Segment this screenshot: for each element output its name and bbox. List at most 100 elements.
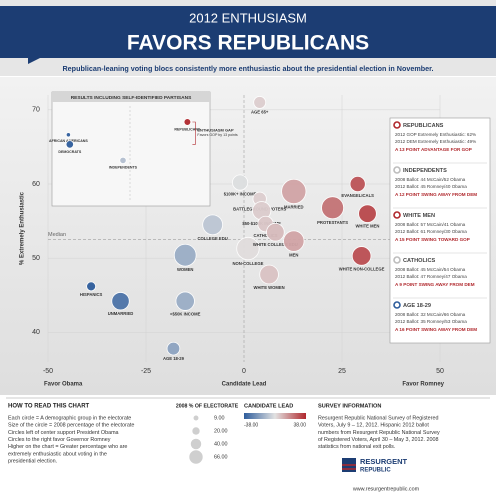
- survey-line: Resurgent Republic National Survey of Re…: [318, 415, 438, 421]
- x-axis-title: Candidate Lead: [222, 382, 267, 388]
- panel-line: 2008 Ballot: 45 McCain/54 Obama: [395, 267, 466, 272]
- bubble-label: INDEPENDENTS: [109, 166, 138, 170]
- bubble: [253, 96, 267, 109]
- bubble-label: WHITE MEN: [355, 224, 379, 229]
- gap-bracket: [192, 121, 196, 145]
- panel-swing: A 9 POINT SWING AWAY FROM DEM: [395, 282, 475, 287]
- bubble-label: MEN: [289, 253, 298, 258]
- inset-title-bg: [52, 92, 210, 102]
- title-line2: FAVORS REPUBLICANS: [127, 32, 369, 55]
- panel-swing: A 16 POINT SWING AWAY FROM DEM: [395, 327, 477, 332]
- how-line: presidential election.: [8, 459, 57, 465]
- how-line: Circles left of center support President…: [8, 430, 119, 436]
- survey-line: statistics from national exit polls.: [318, 444, 395, 450]
- size-legend-label: 20.00: [214, 428, 228, 434]
- panel-line: 2008 Ballot: 44 McCain/52 Obama: [395, 177, 466, 182]
- how-line: Higher on the chart = Greater percentage…: [8, 444, 127, 450]
- inset-title: RESULTS INCLUDING SELF-IDENTIFIED PARTIS…: [71, 95, 192, 101]
- panel-icon: [393, 301, 401, 309]
- inset-box: [51, 91, 211, 207]
- survey-line: Voters, July 9 – 12, 2012. Hispanic 2012…: [318, 423, 429, 429]
- size-legend-label: 9.00: [214, 415, 225, 421]
- bubble: [358, 204, 377, 223]
- panel-bg: [389, 117, 491, 344]
- bubble-label: HISPANICS: [80, 292, 103, 297]
- color-legend-label: -38.00: [244, 422, 258, 428]
- survey-line: of Registered Voters, April 30 – May 3, …: [318, 437, 438, 443]
- bubble-label: REPUBLICANS: [174, 127, 201, 131]
- bubble: [111, 292, 130, 311]
- how-line: Size of the circle = 2008 percentage of …: [8, 423, 134, 429]
- size-legend-circle: [190, 438, 202, 450]
- bubble-label: NON-COLLEGE: [232, 261, 263, 266]
- bubble: [166, 341, 181, 356]
- panel-icon: [393, 166, 401, 174]
- bubble: [232, 174, 249, 191]
- panel-heading: REPUBLICANS: [403, 123, 444, 129]
- bubble: [65, 140, 74, 149]
- section-title: 2008 % OF ELECTORATE: [176, 403, 239, 409]
- subtitle: Republican-leaning voting blocs consiste…: [62, 64, 433, 73]
- bubble-label: WHITE WOMEN: [254, 285, 285, 290]
- panel-line: 2012 Ballot: 61 Romney/30 Obama: [395, 229, 467, 234]
- bubble: [119, 156, 127, 165]
- logo-bottom: REPUBLIC: [360, 468, 391, 474]
- panel-line: 2012 Ballot: 45 Romney/40 Obama: [395, 184, 467, 189]
- panel-heading: WHITE MEN: [403, 213, 435, 219]
- y-tick-label: 60: [32, 181, 40, 188]
- x-tick-label: 0: [242, 368, 246, 375]
- bubble-label: COLLEGE EDU: [198, 236, 228, 241]
- x-left-label: Favor Obama: [44, 382, 83, 388]
- bubble-label: DEMOCRATS: [58, 150, 81, 154]
- y-tick-label: 50: [32, 255, 40, 262]
- x-tick-label: -50: [43, 368, 53, 375]
- bubble-label: WHITE COLLEGE EDU: [253, 242, 298, 247]
- logo-stripes: [342, 464, 356, 470]
- panel-heading: CATHOLICS: [403, 258, 435, 264]
- panel-swing: A 15 POINT SWING TOWARD GOP: [395, 237, 470, 242]
- how-line: extremely enthusiastic about voting in t…: [8, 451, 107, 457]
- y-axis-title: % Extremely Enthusiastic: [20, 191, 26, 265]
- title-line1: 2012 ENTHUSIASM: [189, 10, 307, 25]
- panel-heading: AGE 18-29: [403, 303, 431, 309]
- bubble: [183, 118, 192, 126]
- header-ribbon: [0, 6, 496, 64]
- bubble: [349, 175, 366, 193]
- panel-swing: A 12 POINT SWING AWAY FROM DEM: [395, 192, 477, 197]
- x-right-label: Favor Romney: [402, 382, 444, 388]
- y-tick-label: 70: [32, 107, 40, 114]
- size-legend-label: 40.00: [214, 441, 228, 447]
- size-legend-circle: [193, 415, 199, 421]
- bubble-label: PROTESTANTS: [317, 220, 348, 225]
- section-title: SURVEY INFORMATION: [318, 403, 381, 409]
- bubble-label: MARRIED: [284, 205, 304, 210]
- panel-icon: [393, 211, 401, 219]
- panel-heading: INDEPENDENTS: [403, 168, 447, 174]
- bubble: [202, 214, 223, 236]
- panel-line: 2012 Ballot: 47 Romney/47 Obama: [395, 274, 467, 279]
- bubble: [351, 246, 372, 266]
- bubble: [86, 281, 97, 292]
- how-line: Circles to the right favor Governor Romn…: [8, 437, 111, 443]
- logo-top: RESURGENT: [360, 457, 408, 466]
- bubble-label: AGE 65+: [251, 110, 269, 115]
- panel-swing: A 13 POINT ADVANTAGE FOR GOP: [395, 147, 472, 152]
- x-tick-label: 50: [436, 368, 444, 375]
- bubble-label: CATHOLICS: [253, 233, 277, 238]
- footer-url: www.resurgentrepublic.com: [352, 486, 420, 492]
- panel-line: 2008 Ballot: 32 McCain/66 Obama: [395, 312, 466, 317]
- survey-line: numbers from Resurgent Republic National…: [318, 430, 440, 436]
- inset-annotation: ENTHUSIASM GAP: [197, 127, 234, 132]
- x-tick-label: -25: [141, 368, 151, 375]
- bubble: [175, 291, 195, 311]
- bubble: [259, 264, 279, 285]
- x-tick-label: 25: [338, 368, 346, 375]
- y-tick-label: 40: [32, 329, 40, 336]
- inset-annotation: Favors GOP by 13 points: [197, 133, 237, 137]
- median-label: Median: [48, 232, 66, 238]
- panel-line: 2012 GOP Extremely Enthusiastic: 62%: [395, 132, 476, 137]
- section-title: HOW TO READ THIS CHART: [8, 404, 90, 410]
- bubble: [236, 236, 260, 261]
